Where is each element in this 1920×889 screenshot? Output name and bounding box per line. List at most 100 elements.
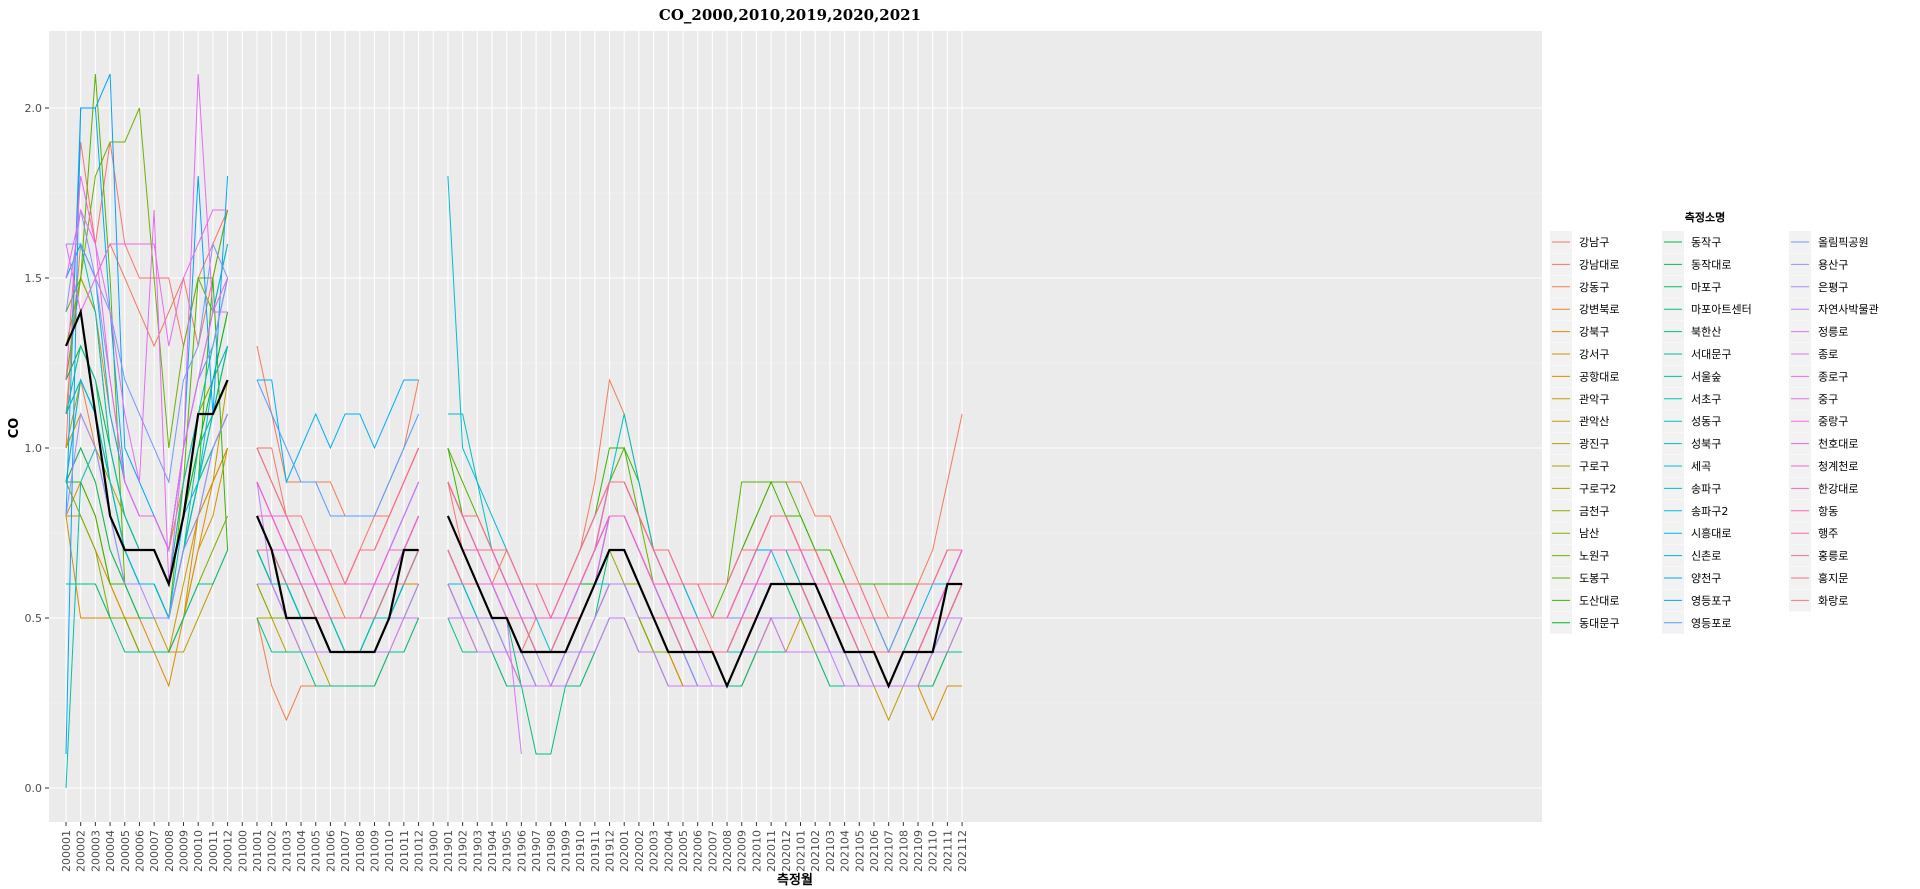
legend-item: 시흥대로	[1662, 522, 1731, 545]
legend-item: 종로	[1789, 343, 1838, 365]
legend-item: 중랑구	[1789, 410, 1848, 433]
legend-item: 남산	[1550, 522, 1599, 545]
y-tick-label: 0.0	[25, 782, 43, 795]
x-tick-label: 200010	[192, 830, 205, 872]
x-axis-title: 측정월	[777, 872, 813, 888]
legend-label: 정릉로	[1818, 326, 1848, 339]
legend-item: 도산대로	[1550, 589, 1619, 612]
legend-item: 동작대로	[1662, 253, 1731, 276]
legend-label: 화랑로	[1818, 594, 1848, 607]
x-tick-label: 202108	[897, 830, 910, 872]
legend-label: 강북구	[1579, 326, 1609, 339]
legend-label: 송파구	[1691, 482, 1721, 495]
series-line-화랑로	[256, 447, 963, 619]
legend-item: 영등포구	[1662, 589, 1731, 612]
x-tick-label: 201010	[383, 830, 396, 872]
legend-label: 광진구	[1579, 438, 1609, 451]
legend-item: 강동구	[1550, 275, 1609, 298]
legend-label: 도산대로	[1579, 594, 1619, 607]
legend-label: 세곡	[1691, 460, 1711, 473]
x-tick-label: 201903	[471, 830, 484, 872]
x-axis: 200001 200002 200003 200004 200005 200006 2000…	[60, 822, 969, 872]
x-tick-label: 201006	[324, 830, 337, 872]
legend-item: 공항대로	[1550, 365, 1619, 388]
legend-item: 중구	[1789, 387, 1838, 410]
legend-label: 양천구	[1691, 571, 1721, 585]
legend-item: 광진구	[1550, 432, 1609, 455]
legend-label: 도봉구	[1579, 572, 1609, 585]
legend-label: 관악산	[1579, 415, 1609, 428]
legend-item: 동작구	[1662, 231, 1721, 253]
legend-item: 천호대로	[1789, 432, 1858, 455]
legend-label: 종로구	[1818, 370, 1848, 383]
legend-item: 서울숲	[1662, 365, 1721, 388]
legend-item: 은평구	[1789, 275, 1848, 298]
x-tick-label: 202008	[721, 830, 734, 872]
x-tick-label: 200004	[104, 830, 117, 872]
x-tick-label: 201901	[442, 830, 455, 872]
x-tick-label: 202111	[941, 830, 954, 872]
legend-item: 성북구	[1662, 432, 1721, 455]
x-tick-label: 201009	[369, 830, 382, 872]
plot-panel	[49, 31, 1542, 822]
legend-item: 서초구	[1662, 387, 1721, 410]
x-tick-label: 201000	[236, 830, 249, 872]
x-tick-label: 202106	[868, 830, 881, 872]
x-tick-label: 202107	[883, 830, 896, 872]
x-tick-label: 202003	[648, 830, 661, 872]
legend-item: 종로구	[1789, 365, 1848, 388]
legend-label: 서대문구	[1691, 348, 1731, 361]
x-tick-label: 202012	[780, 830, 793, 872]
legend-label: 공항대로	[1579, 370, 1619, 383]
legend-item: 세곡	[1662, 455, 1711, 477]
legend-item: 신촌로	[1662, 544, 1721, 567]
x-tick-label: 202005	[677, 830, 690, 872]
x-tick-label: 201001	[251, 830, 264, 872]
legend-label: 구로구	[1579, 460, 1609, 473]
y-tick-label: 0.5	[25, 612, 43, 625]
median-line	[64, 307, 963, 689]
legend-label: 중랑구	[1818, 415, 1848, 428]
legend-item: 한강대로	[1789, 477, 1858, 500]
x-tick-label: 202112	[956, 830, 969, 872]
legend-label: 은평구	[1818, 281, 1848, 294]
legend-label: 영등포구	[1691, 594, 1731, 607]
legend-label: 천호대로	[1818, 437, 1858, 451]
legend-label: 금천구	[1579, 504, 1609, 518]
legend-label: 북한산	[1691, 326, 1721, 339]
legend: 측정소명 강남구강남대로강동구강변북로강북구강서구공항대로관악구관악산광진구구로…	[1550, 210, 1879, 634]
x-tick-label: 201902	[457, 830, 470, 872]
legend-item: 관악산	[1550, 410, 1609, 433]
x-tick-label: 201907	[530, 830, 543, 872]
legend-item: 올림픽공원	[1789, 231, 1869, 253]
x-tick-label: 202007	[706, 830, 719, 872]
x-tick-label: 201002	[266, 830, 279, 872]
legend-label: 행주	[1818, 527, 1838, 540]
legend-label: 강변북로	[1579, 303, 1619, 316]
legend-label: 동작대로	[1691, 258, 1731, 271]
legend-label: 홍지문	[1818, 571, 1848, 585]
legend-label: 신촌로	[1691, 550, 1721, 563]
x-tick-label: 200012	[222, 830, 235, 872]
legend-label: 항동	[1818, 505, 1838, 518]
legend-item: 성동구	[1662, 410, 1721, 433]
legend-label: 중구	[1818, 393, 1838, 406]
legend-item: 강서구	[1550, 343, 1609, 365]
legend-item: 동대문구	[1550, 611, 1619, 634]
legend-item: 강남구	[1550, 231, 1609, 253]
x-tick-label: 201910	[574, 830, 587, 872]
legend-item: 구로구2	[1550, 477, 1616, 500]
x-tick-label: 202001	[618, 830, 631, 872]
x-tick-label: 200007	[148, 830, 161, 872]
legend-label: 서초구	[1691, 393, 1721, 406]
x-tick-label: 200002	[75, 830, 88, 872]
y-axis: 0.0 0.5 1.0 1.5 2.0	[25, 102, 49, 795]
median-series	[64, 307, 963, 689]
x-tick-label: 200011	[207, 830, 220, 872]
legend-item: 강북구	[1550, 320, 1609, 343]
x-tick-label: 201908	[545, 830, 558, 872]
x-tick-label: 202105	[853, 830, 866, 872]
legend-item: 마포아트센터	[1662, 298, 1752, 321]
x-tick-label: 202101	[795, 830, 808, 872]
legend-item: 노원구	[1550, 544, 1609, 567]
